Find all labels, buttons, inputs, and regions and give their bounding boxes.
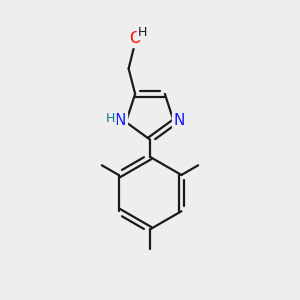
Text: N: N xyxy=(174,113,185,128)
Text: O: O xyxy=(129,32,141,46)
Text: N: N xyxy=(115,113,126,128)
Text: H: H xyxy=(138,26,148,39)
Text: H: H xyxy=(106,112,115,125)
